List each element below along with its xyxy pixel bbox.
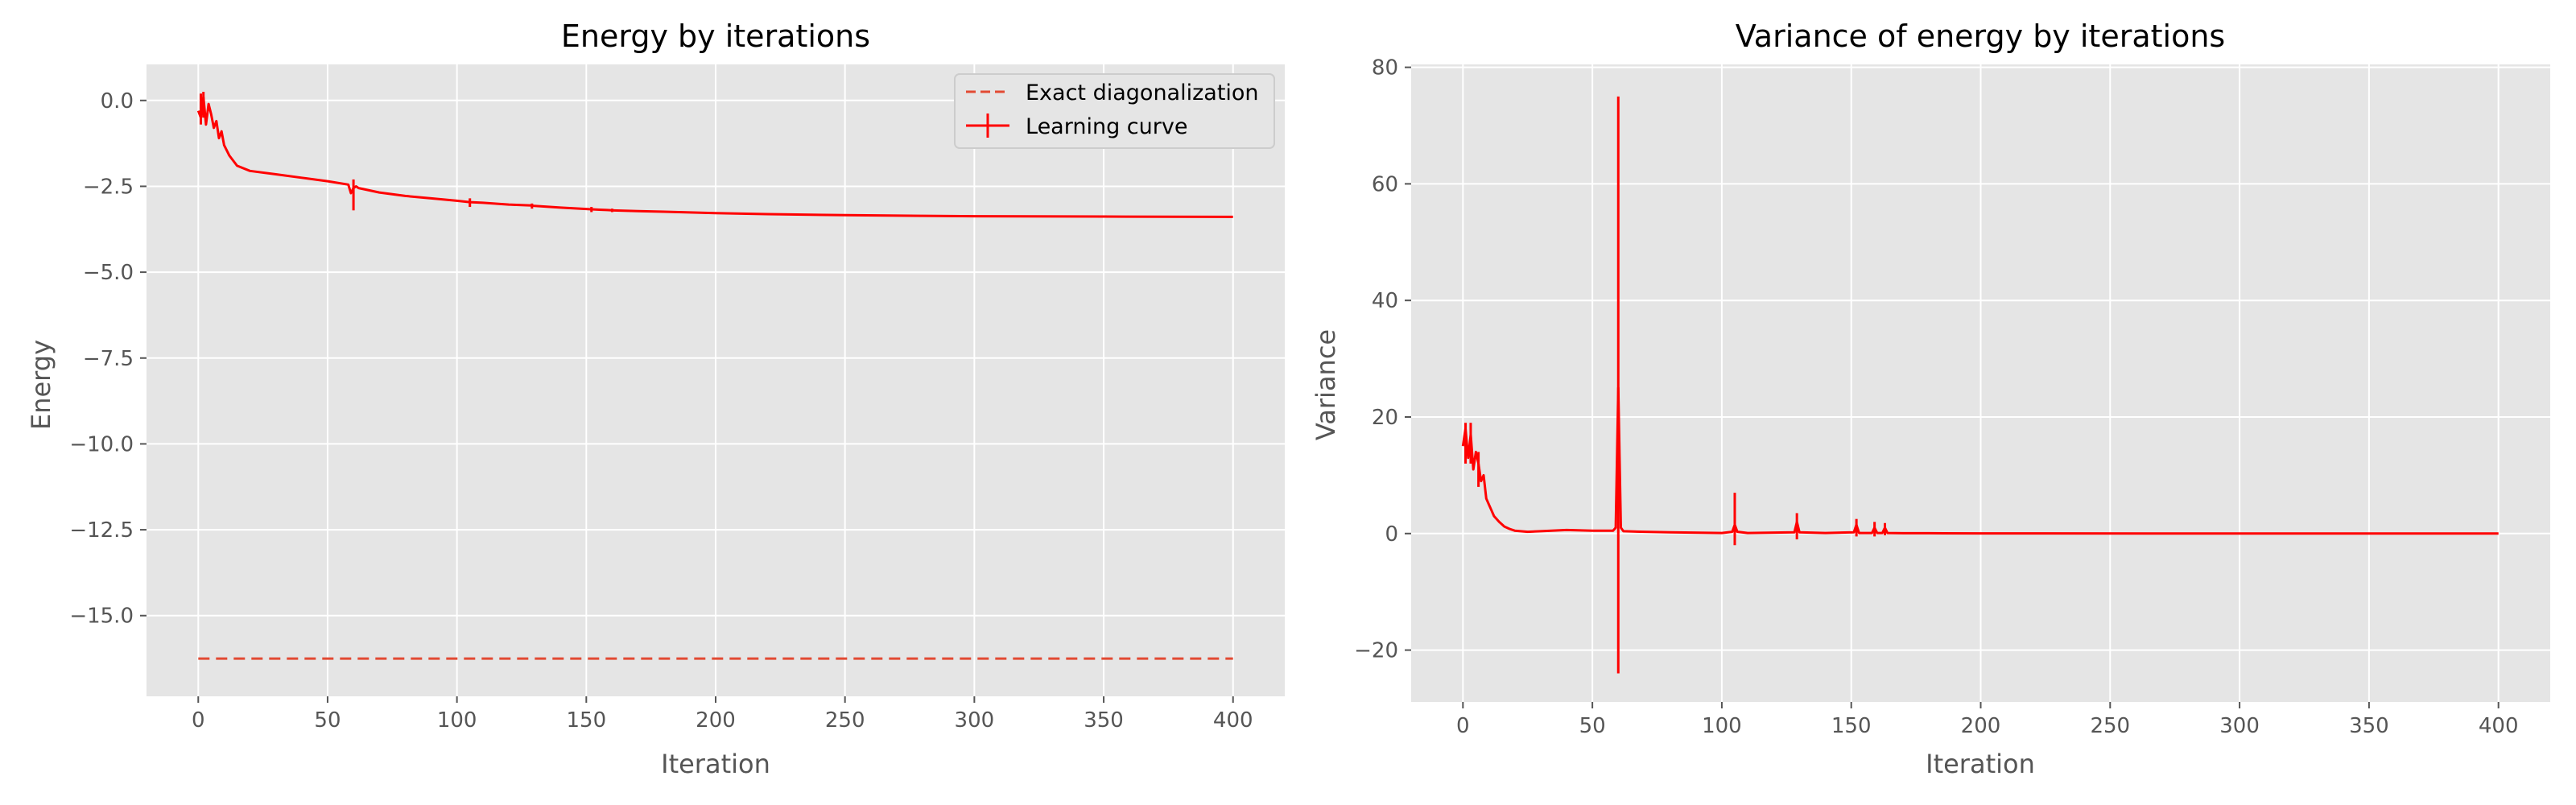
variance-chart-title: Variance of energy by iterations [1736, 19, 2225, 54]
energy-x-tick-label: 50 [314, 708, 341, 733]
legend-learning-label: Learning curve [1026, 114, 1187, 139]
energy-x-tick-label: 200 [696, 708, 736, 733]
variance-x-tick-label: 150 [1831, 714, 1872, 738]
variance-x-tick-labels: 0 50 100 150 200 250 300 350 400 [1456, 714, 2518, 738]
energy-x-tick-label: 100 [437, 708, 477, 733]
legend: Exact diagonalization Learning curve [954, 73, 1275, 149]
energy-y-tick-label: −15.0 [69, 605, 134, 629]
energy-chart-title: Energy by iterations [561, 19, 870, 54]
variance-y-tick-label: 0 [1385, 522, 1398, 547]
variance-x-axis-label: Iteration [1926, 749, 2035, 779]
energy-y-tick-label: −7.5 [83, 347, 134, 371]
variance-x-tick-label: 0 [1456, 714, 1470, 738]
energy-y-tick-label: −5.0 [83, 261, 134, 285]
variance-x-tick-label: 100 [1702, 714, 1742, 738]
energy-x-tick-label: 250 [825, 708, 865, 733]
energy-y-tick-labels: 0.0 −2.5 −5.0 −7.5 −10.0 −12.5 −15.0 [69, 89, 134, 629]
variance-series-group [1461, 96, 2499, 674]
energy-x-tick-label: 300 [955, 708, 995, 733]
variance-x-tick-label: 400 [2479, 714, 2519, 738]
energy-x-tick-label: 400 [1213, 708, 1253, 733]
energy-axes: 0 50 100 150 200 250 300 350 400 0.0 −2.5 −5.0 −7.5… [26, 19, 1285, 779]
variance-y-tick-label: 40 [1372, 289, 1398, 313]
variance-line [1461, 386, 2499, 535]
energy-x-tick-label: 150 [566, 708, 606, 733]
energy-y-tick-label: −2.5 [83, 175, 134, 199]
energy-x-axis-label: Iteration [661, 749, 770, 779]
learning-curve-line [196, 96, 1233, 218]
legend-exact-label: Exact diagonalization [1026, 80, 1259, 105]
variance-y-tick-label: 60 [1372, 172, 1398, 196]
variance-x-tick-label: 200 [1961, 714, 2001, 738]
energy-series-group [196, 92, 1233, 660]
energy-x-tick-label: 350 [1084, 708, 1124, 733]
variance-y-tick-label: −20 [1354, 639, 1398, 663]
variance-x-tick-label: 350 [2349, 714, 2389, 738]
variance-x-tick-label: 50 [1579, 714, 1606, 738]
energy-y-axis-label: Energy [26, 340, 56, 430]
energy-y-tick-label: −10.0 [69, 432, 134, 456]
energy-x-tick-labels: 0 50 100 150 200 250 300 350 400 [192, 708, 1253, 733]
energy-y-tick-label: 0.0 [101, 89, 134, 114]
variance-x-tick-label: 250 [2090, 714, 2130, 738]
legend-box [954, 73, 1275, 149]
variance-x-tick-label: 300 [2219, 714, 2260, 738]
energy-x-tick-label: 0 [192, 708, 205, 733]
variance-y-tick-label: 20 [1372, 406, 1398, 430]
variance-y-axis-label: Variance [1311, 329, 1341, 440]
variance-y-tick-label: 80 [1372, 56, 1398, 80]
variance-y-tick-labels: 80 60 40 20 0 −20 [1354, 56, 1398, 663]
energy-y-tick-label: −12.5 [69, 518, 134, 543]
